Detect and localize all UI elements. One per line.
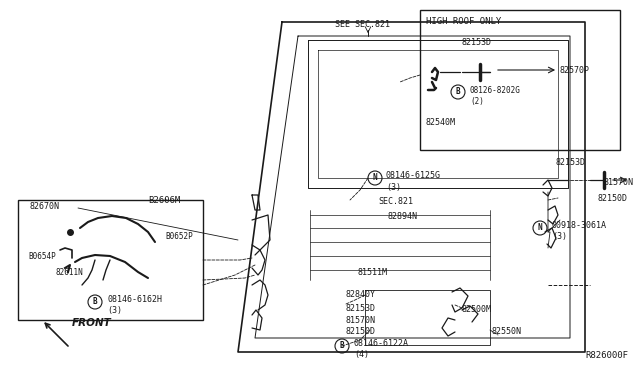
Text: 82611N: 82611N xyxy=(55,268,83,277)
Text: N: N xyxy=(372,173,378,183)
Bar xyxy=(420,10,620,150)
Text: FRONT: FRONT xyxy=(72,318,112,328)
Text: 82153D: 82153D xyxy=(346,304,376,313)
Text: SEE SEC.821: SEE SEC.821 xyxy=(335,20,390,29)
Text: 08126-8202G: 08126-8202G xyxy=(470,86,521,95)
Text: 82570P: 82570P xyxy=(560,66,590,75)
Text: 08146-6162H: 08146-6162H xyxy=(107,295,162,304)
Text: 82500M: 82500M xyxy=(462,305,492,314)
Text: (3): (3) xyxy=(386,183,401,192)
Text: B0652P: B0652P xyxy=(165,232,193,241)
Text: SEC.821: SEC.821 xyxy=(378,197,413,206)
Text: 82550N: 82550N xyxy=(492,327,522,336)
Text: 82894N: 82894N xyxy=(388,212,418,221)
Text: B2606M: B2606M xyxy=(148,196,180,205)
Text: 82150D: 82150D xyxy=(598,194,628,203)
Text: 82153D: 82153D xyxy=(462,38,492,47)
Bar xyxy=(18,200,203,320)
Text: 08146-6122A: 08146-6122A xyxy=(354,339,409,348)
Text: 82153D: 82153D xyxy=(556,158,586,167)
Text: B: B xyxy=(340,341,344,350)
Text: 82150D: 82150D xyxy=(346,327,376,336)
Text: HIGH ROOF ONLY: HIGH ROOF ONLY xyxy=(426,17,501,26)
Text: 82670N: 82670N xyxy=(30,202,60,211)
Text: (3): (3) xyxy=(552,232,567,241)
Text: (4): (4) xyxy=(354,350,369,359)
Text: 81570N: 81570N xyxy=(346,316,376,325)
Text: B: B xyxy=(93,298,97,307)
Text: (3): (3) xyxy=(107,306,122,315)
Text: 81570N: 81570N xyxy=(604,178,634,187)
Text: B0654P: B0654P xyxy=(28,252,56,261)
Text: 81511M: 81511M xyxy=(358,268,388,277)
Text: 82540M: 82540M xyxy=(426,118,456,127)
Text: B: B xyxy=(456,87,460,96)
Text: 08146-6125G: 08146-6125G xyxy=(386,171,441,180)
Text: (2): (2) xyxy=(470,97,484,106)
Text: N: N xyxy=(538,224,542,232)
Text: 00918-3061A: 00918-3061A xyxy=(552,221,607,230)
Text: 82840Y: 82840Y xyxy=(346,290,376,299)
Text: R826000F: R826000F xyxy=(585,351,628,360)
